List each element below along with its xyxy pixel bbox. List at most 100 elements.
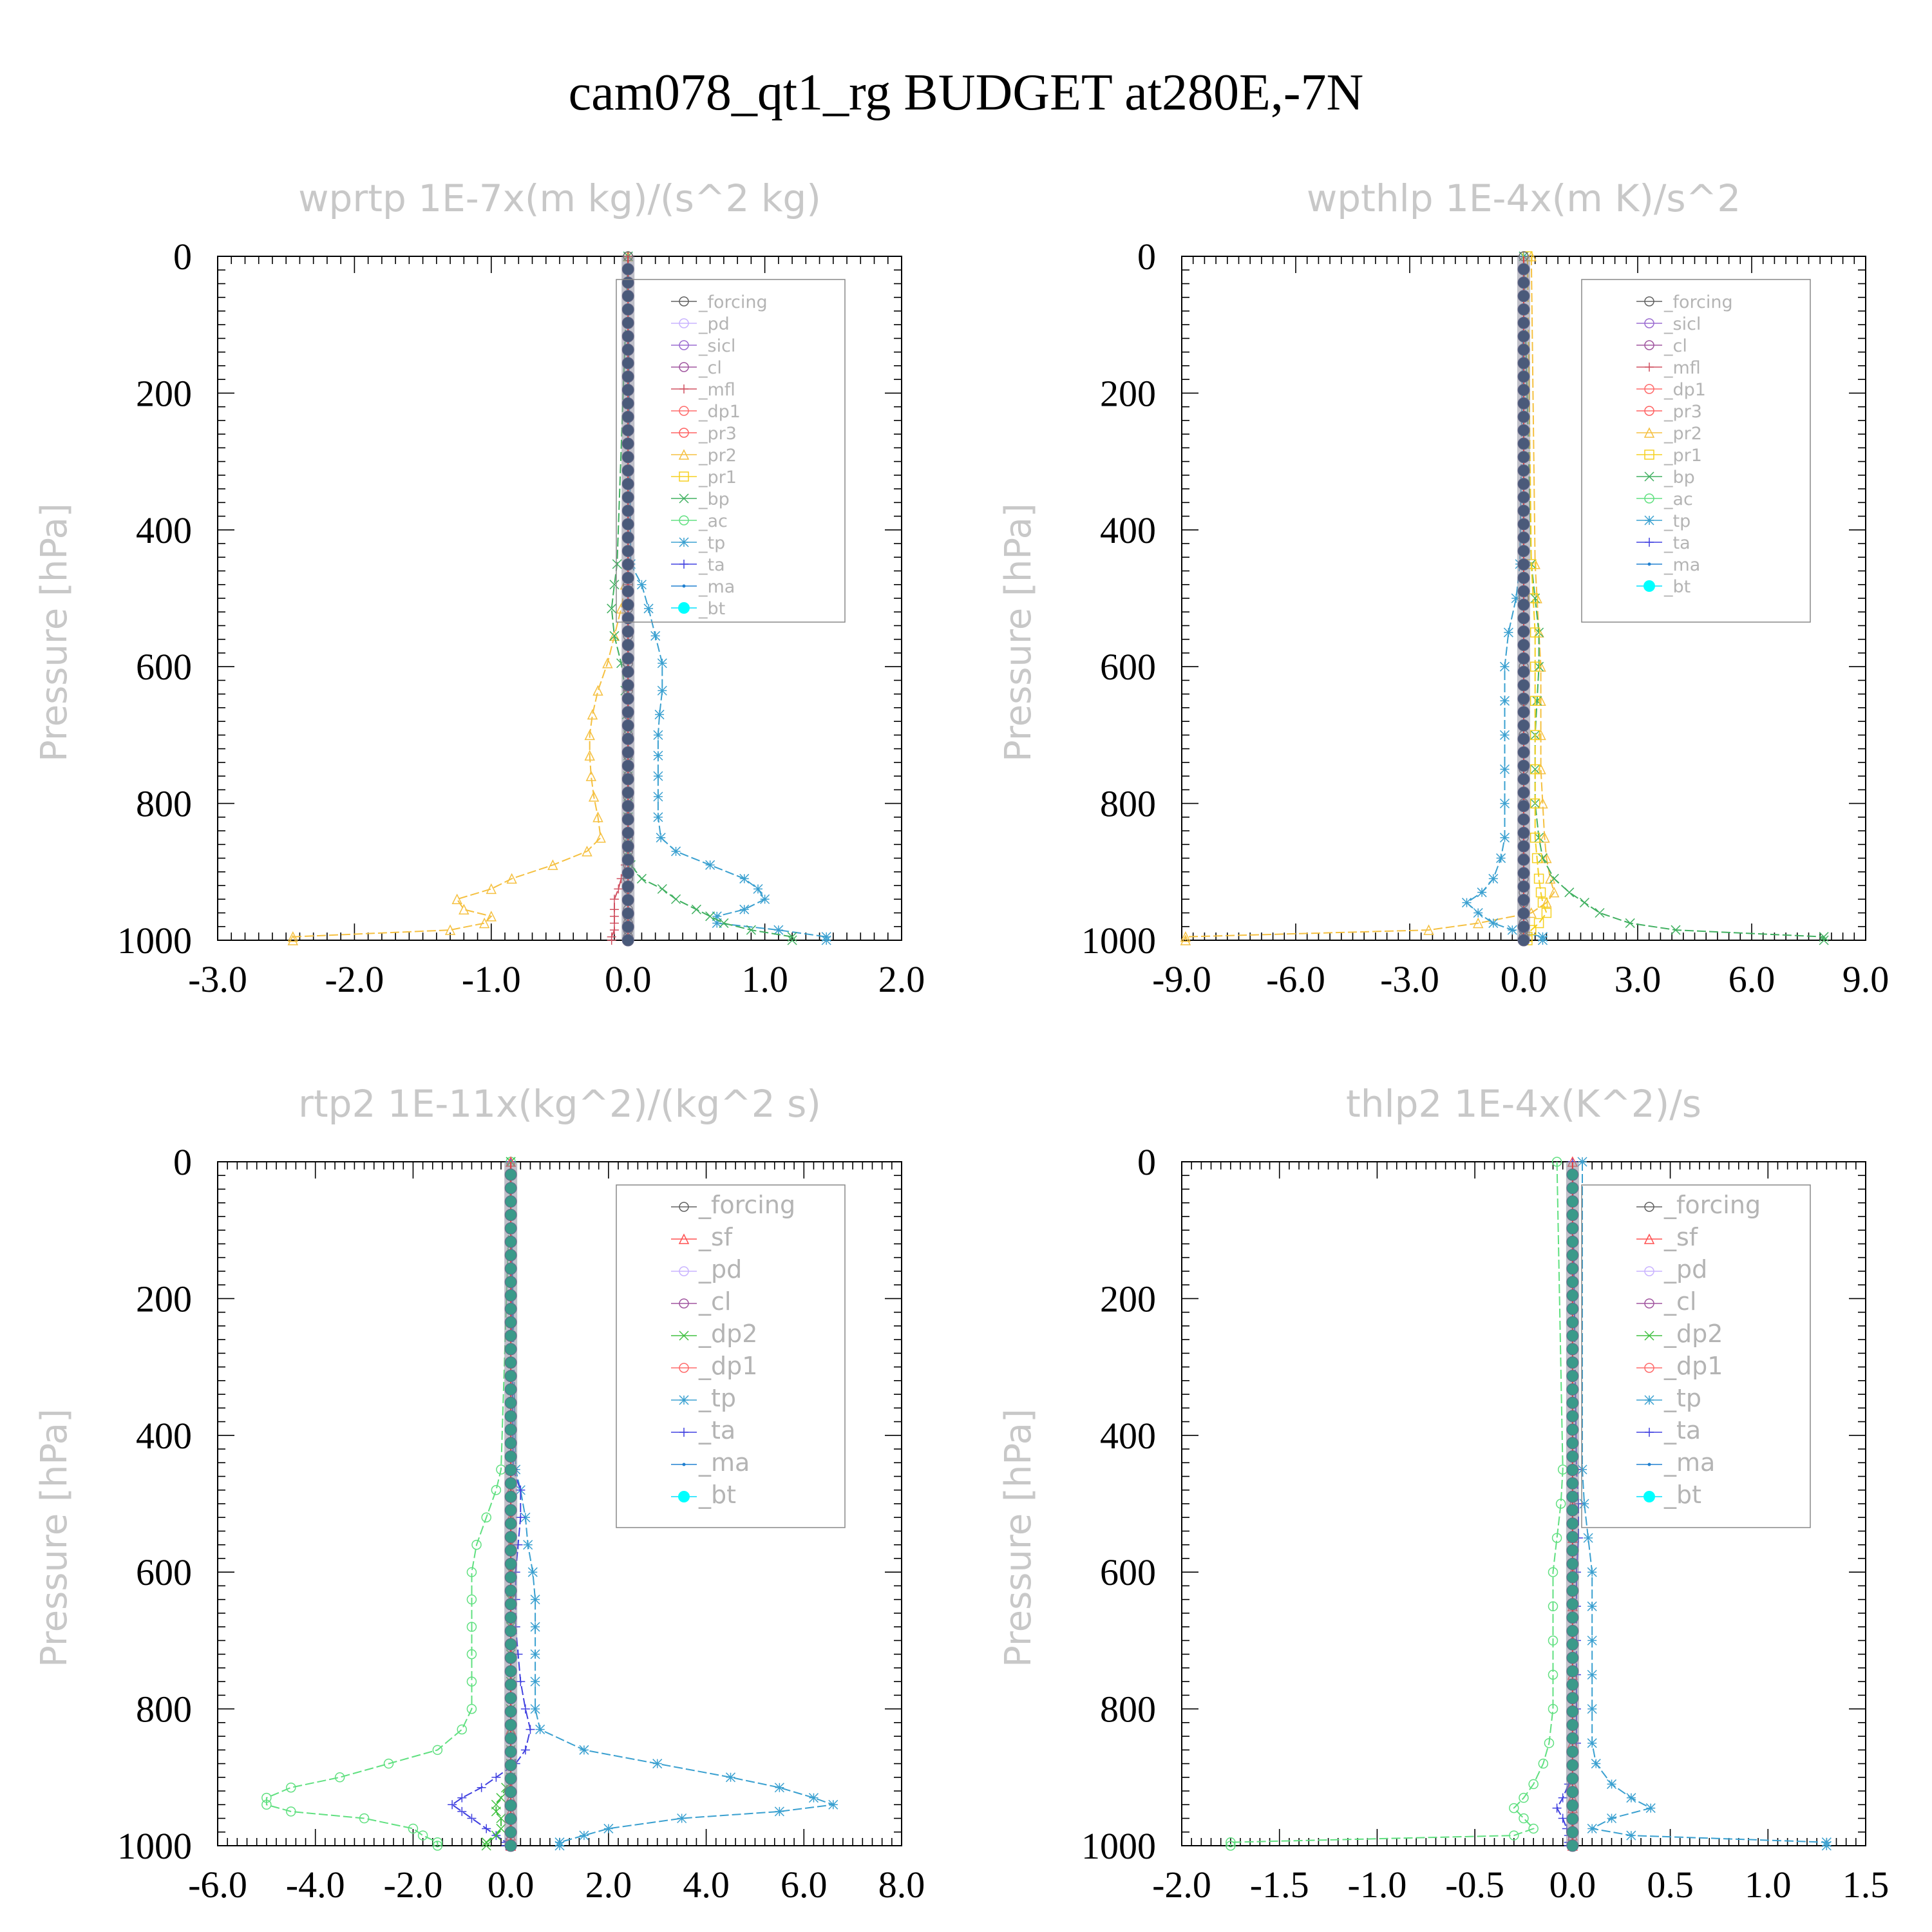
bt-point	[621, 639, 634, 652]
bt-point	[504, 1584, 517, 1597]
legend-marker	[678, 1491, 690, 1502]
legend-label: _bp	[698, 489, 730, 509]
bt-point	[621, 451, 634, 464]
point-_ta	[457, 1793, 467, 1803]
point-_dp1	[334, 1772, 345, 1783]
point-_ta	[520, 1745, 530, 1755]
legend-label: _dp1	[698, 1352, 757, 1380]
x-tick-label: 2.0	[878, 958, 925, 1000]
bt-point	[504, 1786, 517, 1799]
bt-point	[1566, 1383, 1579, 1396]
bt-point	[1566, 1195, 1579, 1208]
bt-point	[1517, 397, 1530, 410]
legend-label: _pd	[698, 314, 730, 334]
legend-label: _ma	[698, 577, 735, 597]
point-_tp	[1511, 593, 1521, 603]
legend-label: _sicl	[1663, 314, 1701, 334]
bt-point	[1517, 934, 1530, 947]
point-_tp	[530, 1622, 540, 1632]
x-tick-label: -6.0	[188, 1864, 247, 1906]
legend-label: _cl	[1663, 336, 1687, 356]
bt-point	[1566, 1544, 1579, 1557]
point-_dp1	[1538, 1758, 1549, 1769]
point-_tp	[527, 1567, 538, 1577]
y-tick-label: 600	[136, 646, 192, 688]
bt-point	[504, 1316, 517, 1329]
bt-point	[1517, 504, 1530, 517]
y-tick-label: 0	[1137, 1141, 1156, 1183]
point-_tp	[1579, 1499, 1589, 1509]
point-_tp	[1583, 1533, 1593, 1543]
point-_tp	[671, 846, 681, 857]
bt-point	[504, 1235, 517, 1248]
legend-marker	[679, 362, 689, 372]
plot-frame	[217, 1161, 902, 1846]
point-_tp	[821, 935, 831, 945]
legend-label: _sicl	[698, 336, 735, 356]
legend-marker	[682, 584, 686, 588]
bt-point	[1566, 1718, 1579, 1731]
point-_tp	[1577, 1157, 1587, 1167]
bt-point	[1566, 1329, 1579, 1342]
point-_pr1	[1530, 832, 1540, 843]
bt-point	[621, 840, 634, 853]
point-_dp1	[1544, 1738, 1555, 1748]
bt-point	[504, 1799, 517, 1812]
y-tick-label: 200	[1100, 372, 1156, 414]
legend-label: _ma	[698, 1448, 750, 1477]
point-_dp1	[1548, 1669, 1558, 1680]
point-_bp	[1564, 887, 1575, 898]
x-tick-label: -3.0	[188, 958, 247, 1000]
legend-label: _bt	[698, 599, 725, 619]
point-_tp	[1587, 1635, 1597, 1645]
point-_tp	[774, 1783, 784, 1793]
point-_bp	[1819, 932, 1829, 942]
legend-label: _dp2	[1663, 1320, 1723, 1348]
point-_dp2	[491, 1830, 501, 1841]
legend-label: _forcing	[698, 1191, 795, 1219]
point-_tp	[1607, 1813, 1617, 1824]
bt-point	[621, 719, 634, 732]
bt-point	[1517, 276, 1530, 289]
point-_bp	[787, 932, 797, 942]
point-_dp1	[383, 1758, 394, 1769]
bt-point	[1566, 1490, 1579, 1503]
legend-marker	[679, 515, 689, 526]
bt-point	[621, 706, 634, 719]
bt-point	[504, 1249, 517, 1262]
point-_ta	[1552, 1803, 1562, 1813]
point-_dp1	[466, 1594, 477, 1605]
point-_ta	[516, 1677, 526, 1687]
point-_dp2	[481, 1837, 491, 1848]
point-_tp	[1507, 925, 1517, 935]
bt-point	[1566, 1745, 1579, 1758]
point-_tp	[530, 1649, 540, 1660]
bt-point	[621, 853, 634, 866]
point-_tp	[656, 833, 666, 843]
panel-1: wprtp 1E-7x(m kg)/(s^2 kg) -3.0 -2.0 -1.0 0.…	[33, 176, 925, 1000]
legend-label: _pr1	[698, 468, 737, 488]
point-_dp1	[1548, 1601, 1558, 1612]
point-_pr2	[506, 873, 517, 884]
bt-point	[1517, 706, 1530, 719]
bt-point	[504, 1262, 517, 1275]
bt-point	[1566, 1209, 1579, 1222]
bt-point	[1517, 263, 1530, 276]
x-tick-label: 6.0	[781, 1864, 828, 1906]
point-_dp1	[1555, 1499, 1566, 1509]
bt-point	[621, 397, 634, 410]
point-_dp1	[417, 1830, 428, 1841]
bt-point	[1566, 1531, 1579, 1544]
plot-frame	[217, 256, 902, 941]
bt-point	[621, 598, 634, 611]
bt-point	[1517, 759, 1530, 772]
point-_pr2	[602, 658, 613, 668]
bt-point	[504, 1370, 517, 1383]
point-_tp	[1537, 935, 1548, 945]
point-_bp	[607, 603, 617, 614]
point-_tp	[530, 1704, 540, 1714]
point-_ta	[491, 1772, 501, 1782]
point-_tp	[828, 1799, 838, 1810]
legend-marker	[1644, 1331, 1654, 1341]
y-tick-label: 0	[173, 1141, 192, 1183]
